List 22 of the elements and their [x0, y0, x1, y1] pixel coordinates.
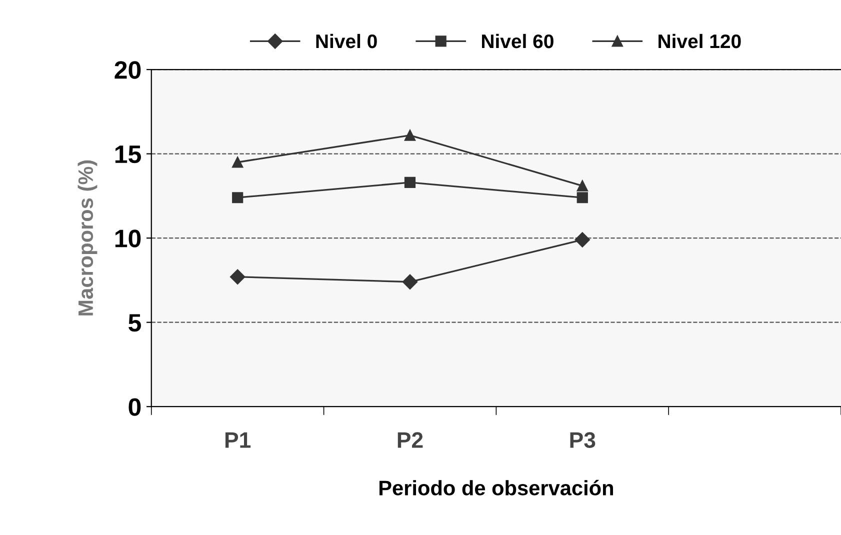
y-tick-label: 15: [115, 146, 141, 164]
y-tick-label: 10: [115, 230, 141, 248]
legend-label: Nivel 0: [316, 34, 377, 48]
point: [232, 192, 244, 204]
y-tick-label: 20: [114, 61, 141, 79]
point: [404, 130, 416, 141]
x-tick-label: P2: [398, 432, 423, 448]
point: [230, 269, 246, 284]
point: [404, 176, 416, 188]
y-axis-title: Macroporos (%): [78, 160, 98, 316]
x-axis-title: Periodo de observación: [380, 480, 613, 496]
point: [576, 180, 588, 192]
legend-label: Nivel 120: [658, 34, 741, 48]
legend-label: Nivel 60: [482, 34, 554, 48]
y-tick-label: 0: [128, 398, 141, 416]
point: [576, 192, 588, 204]
y-tick-label: 5: [128, 314, 141, 332]
point: [232, 156, 244, 168]
point: [574, 232, 590, 248]
x-tick-label: P1: [225, 432, 251, 448]
point: [402, 274, 418, 290]
x-tick-label: P3: [570, 432, 596, 448]
